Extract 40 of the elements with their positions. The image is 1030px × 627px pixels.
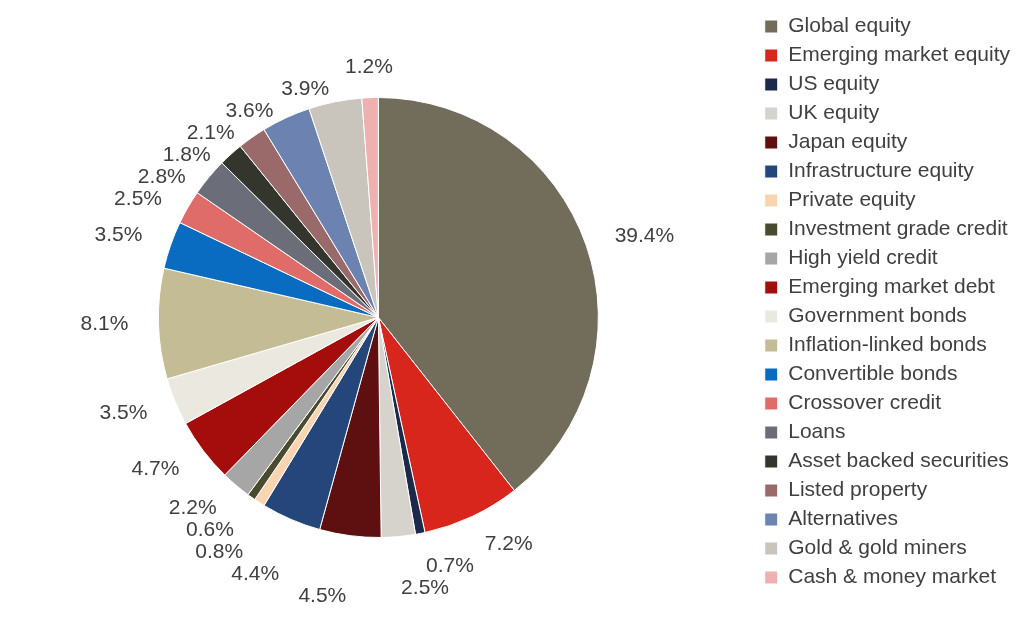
data-label: 2.8% [137, 164, 186, 188]
data-label: 4.7% [131, 455, 180, 479]
legend-label: Loans [788, 419, 846, 443]
legend-label: Government bonds [788, 303, 967, 327]
legend-label: High yield credit [788, 245, 938, 269]
data-label: 0.7% [425, 552, 474, 576]
data-label: 0.6% [186, 516, 234, 540]
legend-label: Global equity [788, 13, 912, 37]
legend-label: US equity [788, 71, 880, 95]
data-label: 3.6% [225, 98, 274, 122]
legend-label: Japan equity [788, 129, 908, 153]
legend-label: Emerging market debt [788, 274, 995, 298]
legend-label: Inflation-linked bonds [788, 332, 987, 356]
legend-label: Convertible bonds [788, 361, 958, 385]
data-label: 3.9% [281, 76, 330, 100]
data-label: 1.8% [162, 142, 211, 166]
data-label: 1.2% [345, 54, 393, 78]
data-label: 0.8% [195, 538, 244, 562]
legend-label: Private equity [788, 187, 916, 211]
legend-label: Emerging market equity [788, 42, 1011, 66]
legend-label: Listed property [788, 477, 928, 501]
legend-label: UK equity [788, 100, 880, 124]
data-label: 3.5% [94, 221, 143, 245]
legend-label: Infrastructure equity [788, 158, 975, 182]
legend-label: Cash & money market [788, 564, 997, 588]
data-label: 8.1% [80, 311, 129, 335]
data-label: 2.1% [186, 120, 235, 144]
data-label: 39.4% [614, 222, 675, 246]
data-label: 3.5% [99, 399, 148, 423]
legend-label: Crossover credit [788, 390, 942, 414]
legend-label: Gold & gold miners [788, 535, 967, 559]
legend-label: Asset backed securities [788, 448, 1009, 472]
legend-label: Alternatives [788, 506, 898, 530]
data-label: 4.4% [231, 560, 280, 584]
data-label: 2.2% [168, 494, 217, 518]
legend-label: Investment grade credit [788, 216, 1008, 240]
data-label: 7.2% [484, 530, 533, 554]
data-label: 2.5% [401, 574, 449, 598]
data-label: 4.5% [298, 582, 347, 606]
data-label: 2.5% [114, 186, 162, 210]
